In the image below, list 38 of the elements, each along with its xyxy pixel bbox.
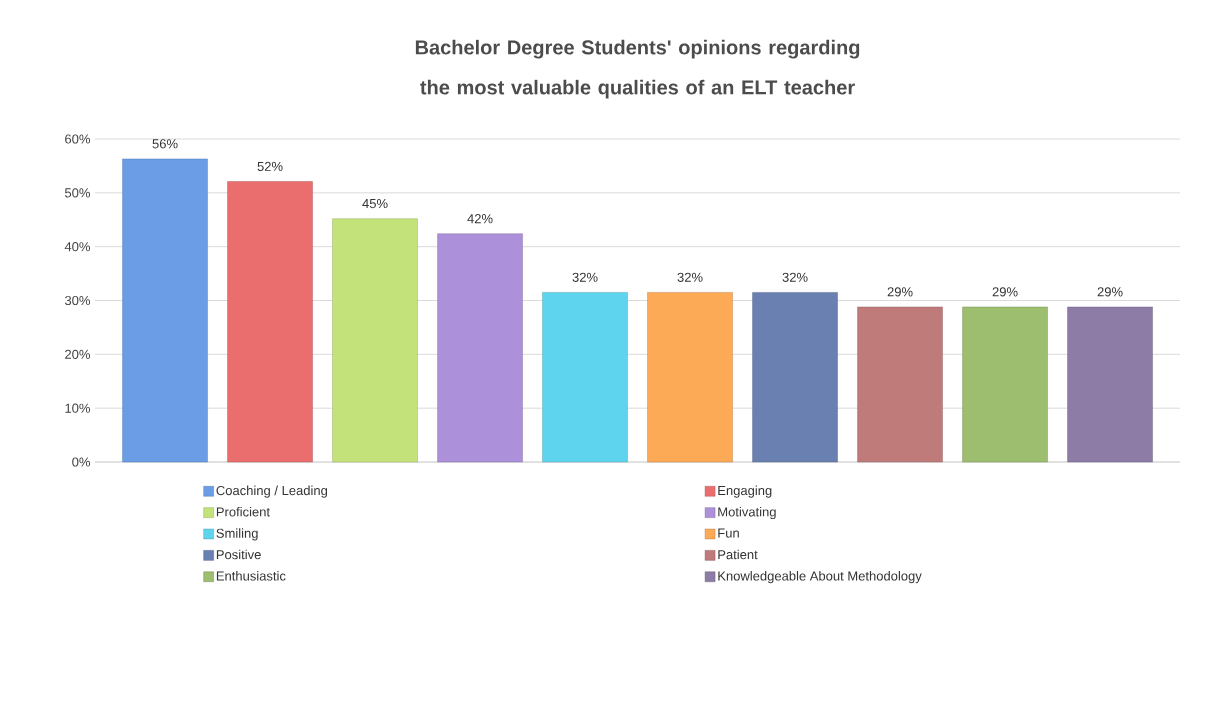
legend-label: Engaging	[718, 485, 772, 498]
bar	[542, 292, 628, 463]
data-label: 42%	[467, 214, 493, 224]
y-tick-label: 60%	[65, 134, 91, 144]
chart-title: Bachelor Degree Students' opinions regarding the most valuable qualities of an ELT teacher	[415, 39, 860, 99]
bar	[437, 233, 523, 463]
bar	[1067, 306, 1153, 463]
data-label: 29%	[1097, 287, 1123, 297]
legend-label: Fun	[718, 528, 739, 538]
bar	[752, 292, 838, 463]
legend-label: Positive	[216, 549, 261, 560]
y-tick-label: 30%	[64, 295, 91, 306]
y-tick-label: 50%	[64, 188, 91, 198]
bar	[122, 158, 208, 463]
bar	[227, 181, 313, 463]
bar	[962, 306, 1048, 463]
legend-label: Patient	[718, 549, 758, 560]
data-label: 29%	[992, 287, 1018, 297]
data-label: 32%	[782, 272, 808, 282]
legend-label: Motivating	[718, 506, 776, 520]
y-tick-label: 40%	[64, 242, 91, 252]
legend-label: Proficient	[216, 506, 270, 517]
legend-label: Smiling	[216, 528, 258, 541]
legend-label: Knowledgeable About Methodology	[718, 571, 922, 584]
bar	[857, 306, 943, 463]
data-label: 32%	[677, 272, 703, 282]
data-label: 52%	[257, 161, 283, 171]
y-tick-label: 20%	[65, 349, 91, 359]
bar	[332, 218, 418, 463]
y-tick-label: 10%	[65, 403, 91, 413]
data-label: 45%	[362, 199, 388, 209]
data-label: 56%	[152, 139, 178, 149]
data-label: 32%	[572, 272, 598, 282]
legend-label: Enthusiastic	[216, 571, 286, 581]
bar	[647, 292, 733, 463]
data-label: 29%	[887, 287, 913, 297]
legend-label: Coaching / Leading	[216, 485, 328, 498]
y-tick-label: 0%	[72, 457, 91, 467]
